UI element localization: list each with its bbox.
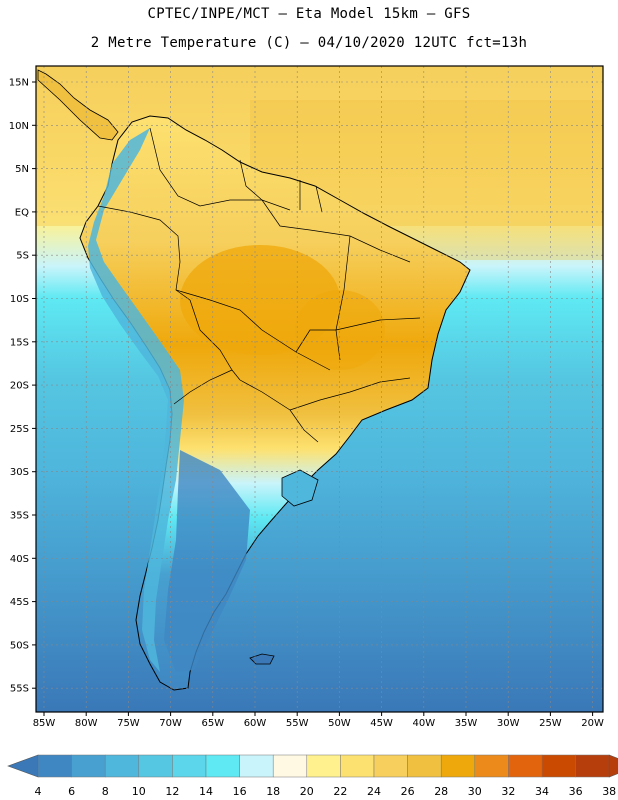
colorbar-segment <box>373 754 408 778</box>
latitude-tick-label: 10S <box>10 294 29 305</box>
colorbar-segment <box>104 754 140 778</box>
colorbar-label: 18 <box>266 785 280 798</box>
latitude-tick-label: 5S <box>16 251 29 262</box>
longitude-tick-label: 60W <box>244 718 267 729</box>
longitude-tick-label: 20W <box>581 718 604 729</box>
map-frame <box>35 65 604 713</box>
latitude-axis: 15N 10N 5N EQ 5S 10S 15S 20S 25S 30S 35S 40S 45S 50S 5… <box>9 78 36 695</box>
longitude-tick-label: 85W <box>33 718 56 729</box>
colorbar-label: 6 <box>68 785 75 798</box>
longitude-tick-label: 55W <box>286 718 309 729</box>
colorbar-label: 28 <box>434 785 448 798</box>
colorbar-segment <box>508 754 543 778</box>
colorbar-label: 36 <box>569 785 583 798</box>
colorbar-label: 32 <box>501 785 515 798</box>
longitude-tick-label: 45W <box>370 718 393 729</box>
longitude-tick-label: 50W <box>328 718 351 729</box>
map-title: CPTEC/INPE/MCT – Eta Model 15km – GFS <box>147 6 471 22</box>
longitude-tick-label: 35W <box>455 718 478 729</box>
colorbar-label: 20 <box>300 785 314 798</box>
map-subtitle: 2 Metre Temperature (C) – 04/10/2020 12U… <box>90 35 528 51</box>
latitude-tick-label: EQ <box>15 207 29 218</box>
latitude-tick-label: 5N <box>15 164 29 175</box>
longitude-tick-label: 75W <box>117 718 140 729</box>
central-america-landmass <box>37 69 119 141</box>
latitude-tick-label: 30S <box>10 467 29 478</box>
colorbar-label: 24 <box>367 785 381 798</box>
colorbar-label: 30 <box>468 785 482 798</box>
longitude-tick-label: 40W <box>412 718 435 729</box>
colorbar-segment <box>272 754 308 778</box>
colorbar-label: 14 <box>199 785 213 798</box>
colorbar-segment <box>474 754 509 778</box>
colorbar-label: 16 <box>233 785 247 798</box>
colorbar-segment <box>306 754 341 778</box>
latitude-tick-label: 15N <box>9 78 29 89</box>
colorbar: 4 6 8 10 12 14 16 18 20 22 24 26 28 30 32 34 36 38 <box>7 754 618 798</box>
latitude-tick-label: 40S <box>10 554 29 565</box>
colorbar-segment <box>407 754 442 778</box>
longitude-axis: 85W 80W 75W 70W 65W 60W 55W 50W 45W 40W 35W 30W 25W 2… <box>33 712 604 729</box>
colorbar-right-arrow <box>608 754 618 778</box>
colorbar-label: 38 <box>602 785 616 798</box>
colorbar-segment <box>172 754 207 778</box>
latitude-tick-label: 55S <box>10 684 29 695</box>
colorbar-label: 4 <box>35 785 42 798</box>
colorbar-segment <box>205 754 240 778</box>
colorbar-label: 22 <box>333 785 347 798</box>
latitude-tick-label: 20S <box>10 381 29 392</box>
colorbar-segment <box>138 754 173 778</box>
longitude-tick-label: 80W <box>75 718 98 729</box>
longitude-tick-label: 25W <box>539 718 562 729</box>
colorbar-label: 34 <box>535 785 549 798</box>
colorbar-left-arrow <box>7 754 39 778</box>
longitude-tick-label: 30W <box>497 718 520 729</box>
colorbar-label: 26 <box>401 785 415 798</box>
colorbar-segment <box>440 754 476 778</box>
colorbar-segment <box>340 754 375 778</box>
longitude-tick-label: 70W <box>159 718 182 729</box>
latitude-tick-label: 50S <box>10 640 29 651</box>
latitude-tick-label: 15S <box>10 337 29 348</box>
colorbar-label: 10 <box>132 785 146 798</box>
colorbar-segment <box>541 754 576 778</box>
latitude-tick-label: 35S <box>10 511 29 522</box>
colorbar-label: 8 <box>102 785 109 798</box>
colorbar-segment <box>239 754 274 778</box>
colorbar-segment <box>71 754 106 778</box>
country-borders <box>97 127 421 443</box>
colorbar-segment <box>575 754 610 778</box>
colorbar-segment <box>37 754 72 778</box>
latitude-tick-label: 45S <box>10 597 29 608</box>
latitude-tick-label: 10N <box>9 121 29 132</box>
colorbar-label: 12 <box>165 785 179 798</box>
latitude-tick-label: 25S <box>10 424 29 435</box>
longitude-tick-label: 65W <box>201 718 224 729</box>
